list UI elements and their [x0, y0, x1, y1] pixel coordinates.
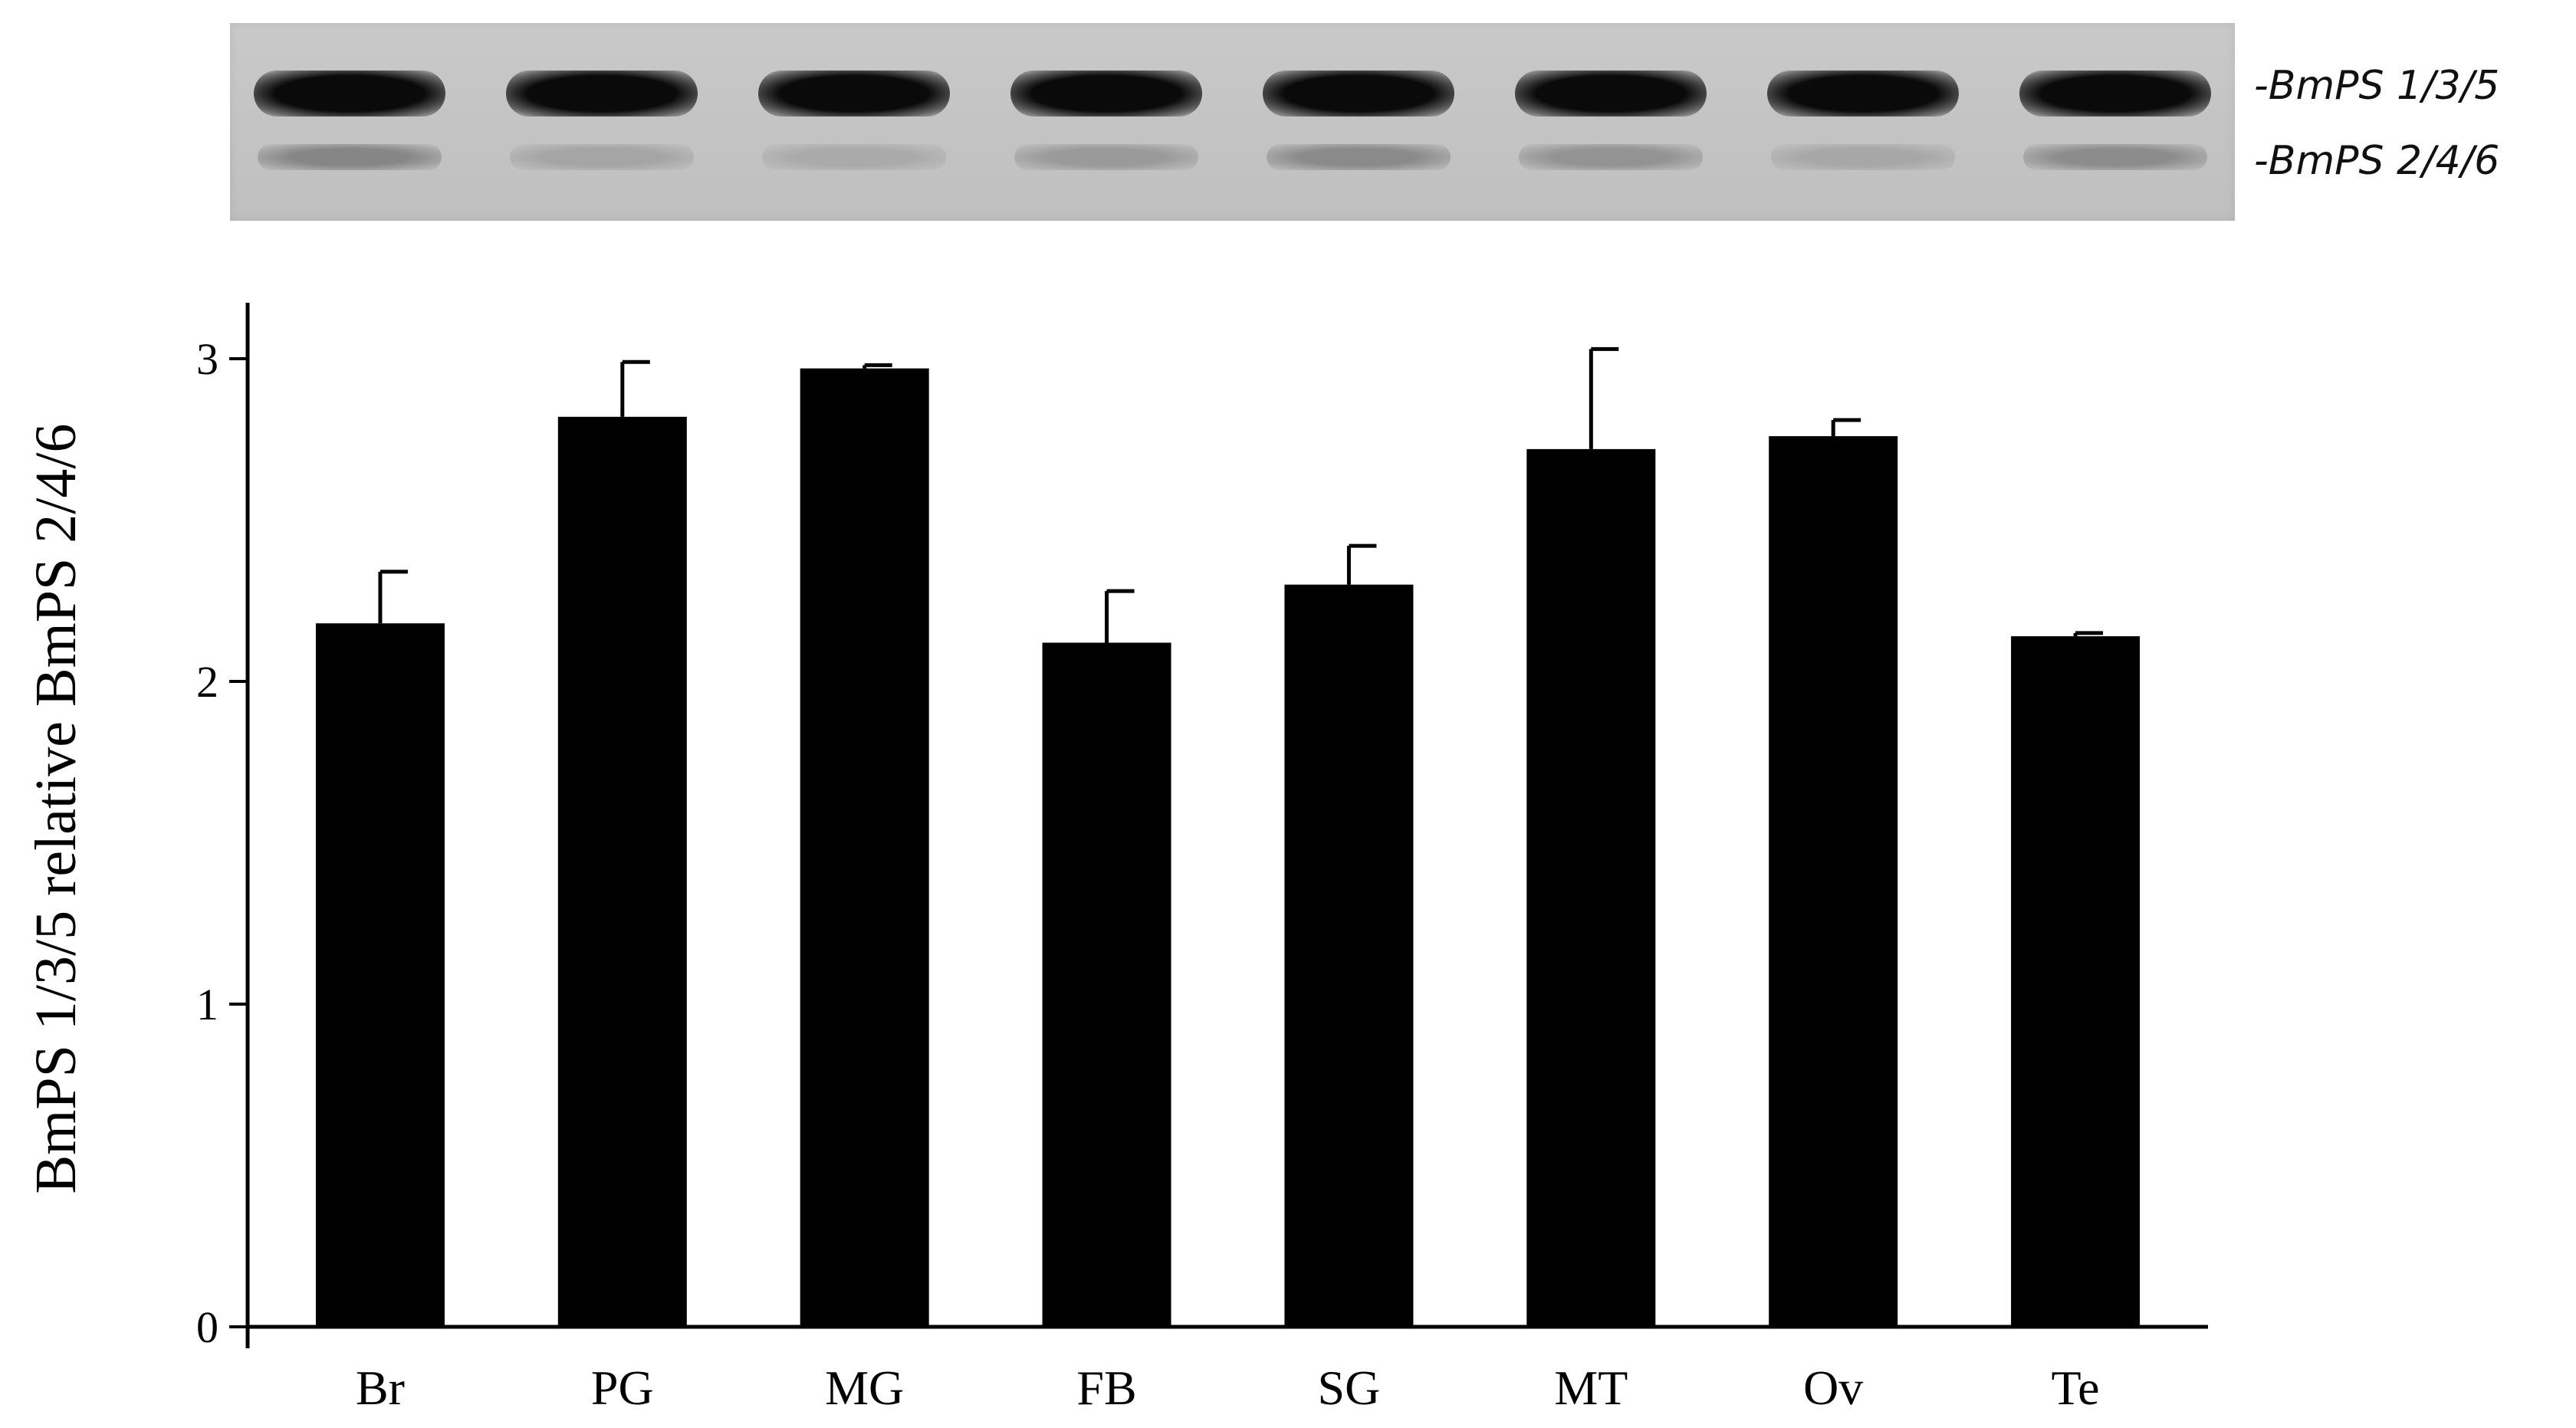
y-tick-label: 0	[196, 1302, 219, 1352]
bar	[1769, 436, 1898, 1327]
y-axis-label: BmPS 1/3/5 relative BmPS 2/4/6	[24, 424, 88, 1194]
gel-band-lower	[1770, 144, 1955, 170]
x-tick-label: MT	[1554, 1361, 1628, 1415]
gel-band-upper	[758, 71, 951, 117]
gel-band-upper	[1766, 71, 1959, 117]
gel-band-upper	[506, 71, 698, 117]
x-tick-label: SG	[1318, 1361, 1381, 1415]
x-tick-label: PG	[591, 1361, 654, 1415]
x-tick-label: FB	[1076, 1361, 1136, 1415]
gel-band-upper	[254, 71, 446, 117]
bar	[315, 623, 445, 1327]
bar	[2011, 636, 2141, 1327]
bar	[557, 416, 687, 1327]
x-tick-label: MG	[825, 1361, 904, 1415]
y-tick-label: 2	[196, 657, 219, 707]
bar	[1284, 584, 1414, 1327]
gel-band-lower	[762, 144, 947, 170]
gel-band-upper	[1010, 71, 1203, 117]
gel-band-lower	[1518, 144, 1703, 170]
gel-band-lower	[1266, 144, 1451, 170]
gel-band-lower	[1014, 144, 1199, 170]
gel-band-label-upper: -BmPS 1/3/5	[2254, 63, 2500, 109]
gel-band-upper	[2019, 71, 2211, 117]
gel-band-lower	[2022, 144, 2207, 170]
gel-band-upper	[1262, 71, 1454, 117]
gel-band-upper	[1514, 71, 1707, 117]
gel-band-lower	[258, 144, 442, 170]
gel-image	[230, 23, 2235, 221]
bar	[1042, 642, 1171, 1327]
gel-band-lower	[510, 144, 695, 170]
x-tick-label: Ov	[1803, 1361, 1863, 1415]
bar	[800, 368, 929, 1327]
y-tick-label: 3	[196, 334, 219, 384]
x-tick-label: Te	[2052, 1361, 2100, 1415]
gel-band-label-lower: -BmPS 2/4/6	[2254, 138, 2500, 184]
y-tick-label: 1	[196, 980, 219, 1029]
x-tick-label: Br	[356, 1361, 405, 1415]
bar	[1526, 448, 1656, 1327]
